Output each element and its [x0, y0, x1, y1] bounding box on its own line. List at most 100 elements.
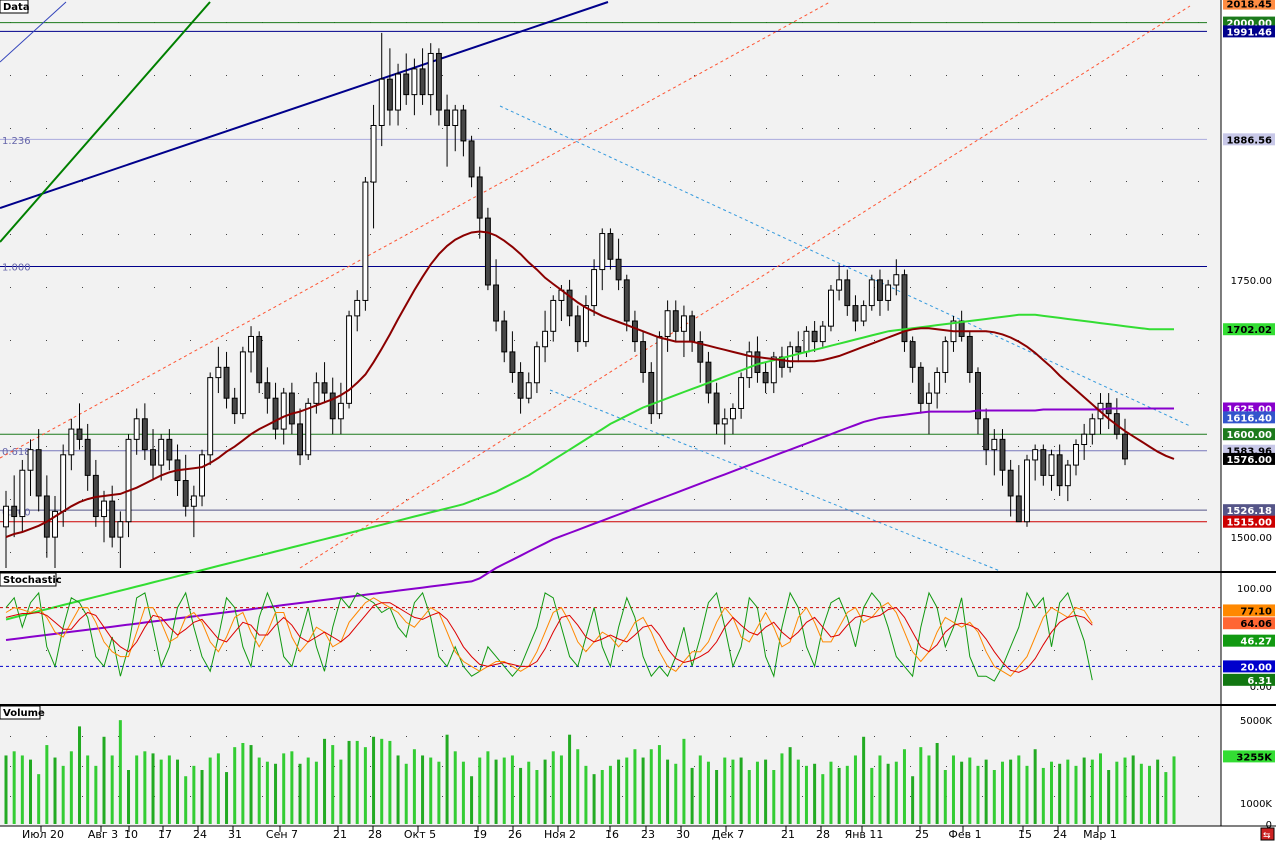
grid-dot	[550, 650, 551, 651]
grid-dot	[550, 499, 551, 500]
grid-dot	[478, 340, 479, 341]
grid-dot	[1162, 181, 1163, 182]
grid-dot	[1126, 340, 1127, 341]
grid-dot	[694, 287, 695, 288]
volume-bar	[1066, 759, 1070, 824]
candle-body	[305, 402, 312, 456]
grid-dot	[442, 796, 443, 797]
price-tag-label: 64.06	[1240, 619, 1272, 630]
grid-dot	[550, 181, 551, 182]
candle-body	[329, 392, 336, 420]
grid-dot	[334, 650, 335, 651]
volume-bar	[339, 759, 343, 824]
candle-body	[419, 68, 426, 96]
grid-dot	[514, 75, 515, 76]
candle-body	[190, 495, 197, 507]
grid-dot	[190, 340, 191, 341]
volume-bar	[780, 753, 784, 824]
grid-dot	[334, 128, 335, 129]
volume-bar	[61, 765, 65, 824]
grid-dot	[442, 552, 443, 553]
grid-dot	[478, 650, 479, 651]
grid-dot	[1198, 234, 1199, 235]
volume-bar	[617, 759, 621, 824]
candle-body	[215, 366, 222, 379]
grid-dot	[262, 446, 263, 447]
volume-bar	[200, 770, 204, 824]
grid-dot	[442, 446, 443, 447]
volume-bar	[110, 755, 114, 824]
grid-dot	[298, 393, 299, 394]
grid-dot	[1162, 796, 1163, 797]
grid-dot	[766, 552, 767, 553]
grid-dot	[982, 766, 983, 767]
volume-bar	[53, 757, 57, 824]
volume-bar	[347, 740, 351, 824]
candle-body	[599, 233, 606, 271]
candle-body	[1073, 444, 1079, 466]
volume-bar	[690, 767, 694, 824]
grid-dot	[478, 393, 479, 394]
grid-dot	[1054, 287, 1055, 288]
grid-dot	[622, 181, 623, 182]
grid-dot	[154, 234, 155, 235]
volume-bar	[135, 755, 139, 824]
price-tag-box	[1223, 515, 1275, 528]
candle-body	[501, 320, 508, 353]
grid-dot	[82, 128, 83, 129]
grid-dot	[226, 766, 227, 767]
fib-label: 0.618	[2, 447, 31, 458]
candle-body	[517, 371, 524, 399]
grid-dot	[802, 446, 803, 447]
grid-dot	[730, 75, 731, 76]
volume-bar	[853, 755, 857, 824]
candle-body	[476, 176, 483, 219]
date-label: 28	[816, 828, 830, 841]
candle-body	[460, 109, 467, 142]
date-label: Июл 20	[22, 828, 64, 841]
grid-dot	[442, 234, 443, 235]
grid-dot	[1018, 736, 1019, 737]
candle-body	[1007, 469, 1014, 497]
candle-body	[525, 382, 532, 399]
candle-body	[909, 341, 916, 368]
grid-dot	[550, 340, 551, 341]
volume-bar	[363, 747, 367, 824]
volume-bar	[241, 743, 245, 824]
volume-bar	[608, 765, 612, 824]
grid-dot	[838, 181, 839, 182]
grid-dot	[514, 393, 515, 394]
candle-body	[35, 449, 42, 497]
grid-dot	[874, 446, 875, 447]
grid-dot	[658, 609, 659, 610]
grid-dot	[10, 499, 11, 500]
volume-bar	[584, 765, 588, 824]
volume-bar	[192, 765, 196, 824]
trendline-thin-blue	[0, 1, 67, 63]
grid-dot	[622, 499, 623, 500]
grid-dot	[730, 650, 731, 651]
grid-dot	[190, 75, 191, 76]
grid-dot	[118, 552, 119, 553]
volume-bar	[813, 763, 817, 824]
volume-bar	[265, 761, 269, 824]
grid-dot	[694, 234, 695, 235]
grid-dot	[946, 446, 947, 447]
candle-body	[958, 320, 965, 337]
corner-menu-button[interactable]	[1260, 827, 1275, 841]
candle-body	[975, 371, 981, 420]
volume-bar	[755, 761, 759, 824]
grid-dot	[190, 446, 191, 447]
grid-dot	[1018, 181, 1019, 182]
grid-dot	[910, 287, 911, 288]
grid-dot	[334, 287, 335, 288]
grid-dot	[730, 234, 731, 235]
candle-body	[346, 315, 353, 404]
volume-bar	[1123, 757, 1127, 824]
price-tag-label: 1526.18	[1226, 506, 1272, 517]
grid-dot	[874, 181, 875, 182]
volume-bar	[510, 755, 514, 824]
moving-averages	[5, 230, 1175, 641]
grid-dot	[982, 181, 983, 182]
grid-dot	[1090, 499, 1091, 500]
